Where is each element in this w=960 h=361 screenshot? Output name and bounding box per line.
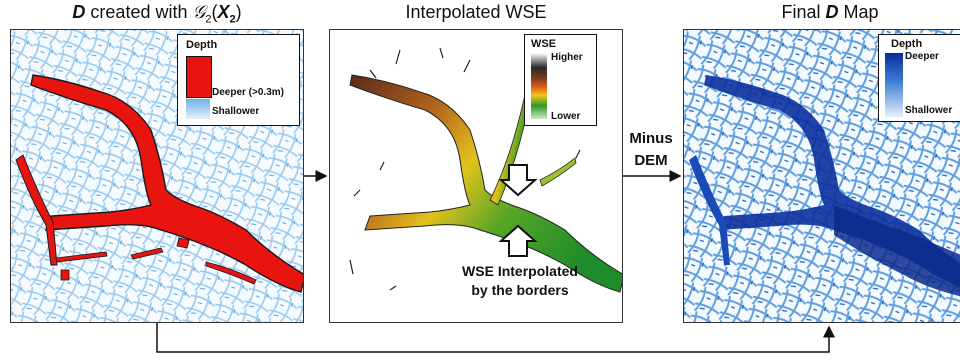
arrow-panel1-to-panel3 — [156, 323, 835, 353]
panel1-title-arg: X — [217, 2, 230, 22]
panel-interpolated-wse: WSE Higher Lower WSE Interpolated by the… — [329, 29, 623, 323]
panel1-title-arg-sub: 2 — [229, 13, 236, 26]
minus-dem-label: Minus DEM — [622, 128, 680, 172]
panel3-title-d: D — [825, 2, 839, 22]
panel3-title: Final D Map — [683, 2, 960, 28]
wse-legend-lower-label: Lower — [551, 111, 581, 122]
wse-legend: WSE Higher Lower — [524, 34, 597, 126]
depth-legend-blue-title: Depth — [891, 38, 923, 50]
down-arrow-icon — [498, 164, 538, 197]
panel2-title: Interpolated WSE — [329, 2, 623, 28]
depth-legend-blue: Depth Deeper Shallower — [878, 34, 960, 122]
panel1-title-d: D — [72, 2, 86, 22]
wse-legend-colorbar — [531, 53, 547, 119]
minus-dem-line1: Minus — [629, 130, 673, 147]
wse-annotation: WSE Interpolated by the borders — [435, 262, 605, 300]
depth-legend-red-shallower-label: Shallower — [212, 106, 260, 117]
panel3-title-pre: Final — [781, 2, 826, 22]
wse-annotation-line1: WSE Interpolated — [462, 263, 578, 279]
wse-legend-higher-label: Higher — [551, 52, 583, 63]
depth-legend-blue-shallower-label: Shallower — [905, 105, 953, 116]
panel1-title-func-sub: 2 — [205, 13, 212, 26]
panel1-title-func: 𝒢 — [192, 2, 206, 22]
depth-legend-red-deeper-label: Deeper (>0.3m) — [212, 87, 284, 98]
panel-depth-map-red: Depth Deeper (>0.3m) Shallower — [10, 29, 304, 323]
panel3-title-post: Map — [838, 2, 879, 22]
wse-border-arrows — [498, 164, 538, 257]
panel1-title: D created with 𝒢2(X2) — [72, 2, 242, 26]
panel-final-depth-map: Depth Deeper Shallower — [683, 29, 960, 323]
wse-annotation-line2: by the borders — [471, 282, 569, 298]
depth-legend-red-shallow-swatch — [186, 99, 210, 119]
depth-legend-red-title: Depth — [186, 39, 218, 51]
minus-dem-line2: DEM — [634, 152, 668, 169]
up-arrow-icon — [498, 224, 538, 257]
depth-legend-blue-deeper-label: Deeper — [905, 51, 939, 62]
depth-legend-blue-colorbar — [885, 53, 903, 117]
depth-legend-red-deep-swatch — [186, 56, 212, 98]
panel1-title-middle: created with — [85, 2, 193, 22]
wse-legend-title: WSE — [531, 38, 557, 50]
depth-legend-red: Depth Deeper (>0.3m) Shallower — [177, 34, 300, 126]
panel2-title-text: Interpolated WSE — [405, 2, 547, 22]
